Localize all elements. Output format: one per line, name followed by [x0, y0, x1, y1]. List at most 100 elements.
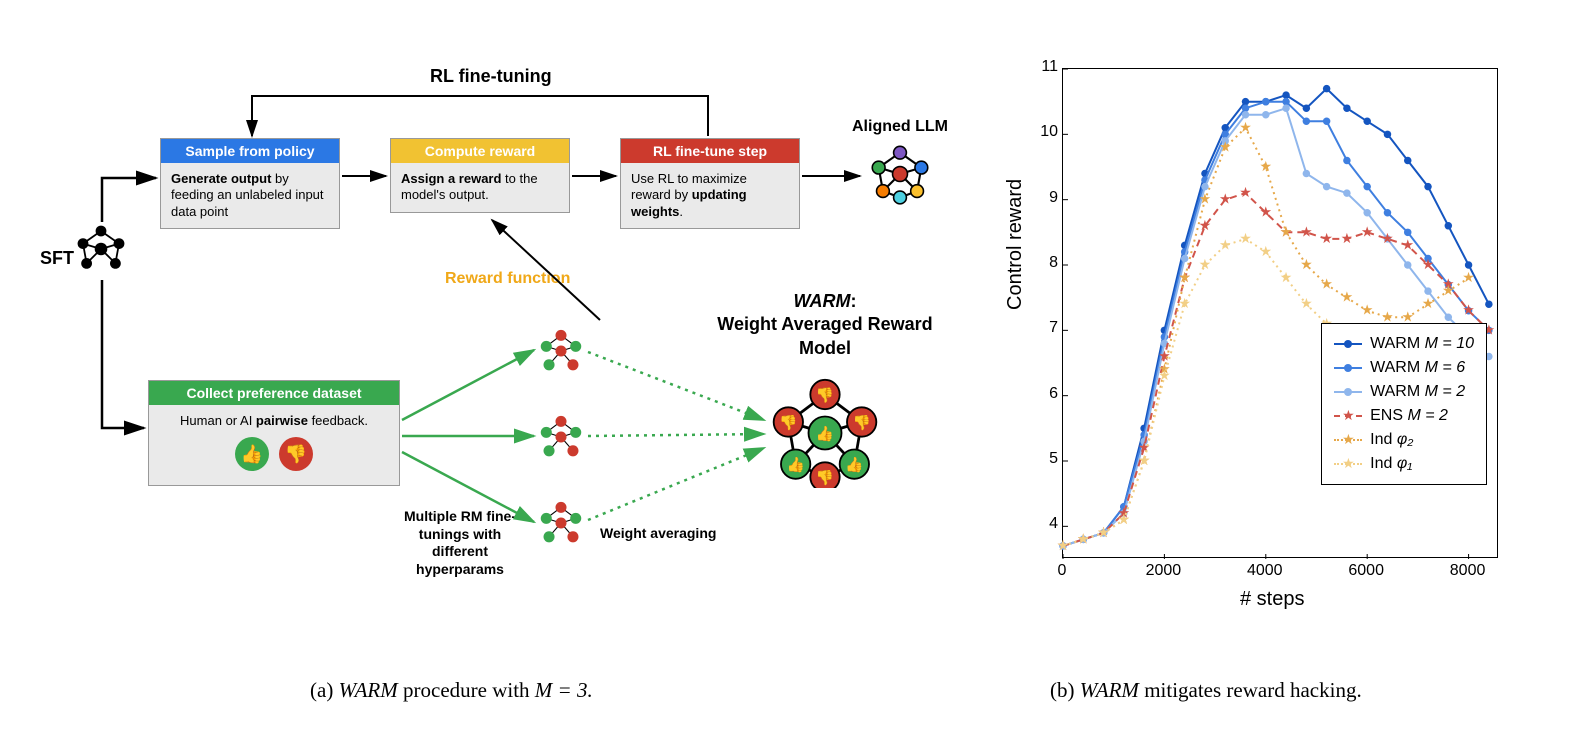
aligned-llm-label: Aligned LLM	[852, 118, 948, 136]
ytick-label: 4	[1034, 515, 1058, 533]
ytick-label: 10	[1034, 123, 1058, 141]
svg-text:★: ★	[1422, 295, 1435, 311]
svg-text:★: ★	[1118, 511, 1131, 527]
rl-finetuning-label: RL fine-tuning	[430, 66, 552, 87]
svg-text:★: ★	[1280, 223, 1293, 239]
legend-row: WARM M = 10	[1334, 332, 1474, 356]
svg-text:👎: 👎	[853, 415, 871, 432]
xtick-label: 6000	[1341, 562, 1391, 580]
svg-text:★: ★	[1341, 230, 1354, 246]
svg-text:👍: 👍	[787, 456, 805, 474]
warm-network-icon: 👎 👎 👎 👍 👍 👍 👎	[770, 378, 880, 488]
multiple-rm-label: Multiple RM fine-tunings with different …	[390, 508, 530, 578]
ytick-label: 9	[1034, 189, 1058, 207]
reward-function-label: Reward function	[445, 270, 570, 288]
chart-svg: ★★★★★★★★★★★★★★★★★★★★★★★★★★★★★★★★★★★★★★★★…	[1063, 69, 1499, 559]
svg-text:★: ★	[1077, 530, 1090, 546]
svg-text:👍: 👍	[845, 456, 863, 474]
chart-frame: ★★★★★★★★★★★★★★★★★★★★★★★★★★★★★★★★★★★★★★★★…	[1062, 68, 1498, 558]
svg-text:★: ★	[1341, 289, 1354, 305]
sample-from-policy-box: Sample from policy Generate output by fe…	[160, 138, 340, 229]
svg-text:★: ★	[1300, 223, 1313, 239]
ytick-label: 5	[1034, 450, 1058, 468]
sft-label: SFT	[40, 248, 74, 269]
svg-text:★: ★	[1178, 269, 1191, 285]
aligned-llm-network-icon	[868, 142, 932, 206]
svg-text:★: ★	[1320, 276, 1333, 292]
ytick-label: 6	[1034, 385, 1058, 403]
svg-text:★: ★	[1260, 243, 1273, 259]
legend-row: ★Ind φ₂	[1334, 428, 1474, 452]
svg-text:★: ★	[1158, 367, 1171, 383]
sample-box-title: Sample from policy	[161, 139, 339, 163]
svg-text:★: ★	[1097, 524, 1110, 540]
thumbs-down-icon: 👎	[279, 437, 313, 471]
rm-network-icon-3	[538, 500, 584, 546]
chart-legend: WARM M = 10WARM M = 6WARM M = 2★ENS M = …	[1321, 323, 1487, 485]
svg-text:★: ★	[1178, 295, 1191, 311]
svg-text:★: ★	[1442, 282, 1455, 298]
pref-box-body: Human or AI pairwise feedback. 👍 👎	[149, 405, 399, 485]
caption-a: (a) WARM procedure with M = 3.	[310, 678, 593, 703]
svg-text:★: ★	[1219, 236, 1232, 252]
ytick-label: 7	[1034, 319, 1058, 337]
svg-text:★: ★	[1462, 269, 1475, 285]
warm-title: WARM:Weight Averaged Reward Model	[710, 290, 940, 360]
svg-text:★: ★	[1280, 269, 1293, 285]
xtick-label: 4000	[1240, 562, 1290, 580]
weight-averaging-label: Weight averaging	[600, 525, 716, 541]
rl-step-box: RL fine-tune step Use RL to maximize rew…	[620, 138, 800, 229]
svg-text:★: ★	[1401, 236, 1414, 252]
svg-text:★: ★	[1239, 184, 1252, 200]
svg-text:👎: 👎	[816, 470, 834, 487]
legend-row: ★Ind φ₁	[1334, 452, 1474, 476]
svg-text:★: ★	[1239, 119, 1252, 135]
svg-text:★: ★	[1401, 308, 1414, 324]
chart-xlabel: # steps	[1240, 588, 1304, 611]
ytick-label: 8	[1034, 254, 1058, 272]
svg-text:★: ★	[1199, 217, 1212, 233]
thumbs-up-icon: 👍	[235, 437, 269, 471]
svg-text:★: ★	[1057, 537, 1070, 553]
reward-box-title: Compute reward	[391, 139, 569, 163]
caption-b: (b) WARM mitigates reward hacking.	[1050, 678, 1362, 703]
svg-text:★: ★	[1381, 230, 1394, 246]
chart-panel: Control reward # steps ★ ★ ★ ★ ★ ★ ★ ★ ★ ★ ★ ★ ★ ★ ★ ★ ★…	[1000, 60, 1520, 620]
svg-text:★: ★	[1219, 191, 1232, 207]
svg-text:★: ★	[1219, 138, 1232, 154]
xtick-label: 0	[1037, 562, 1087, 580]
svg-text:★: ★	[1361, 302, 1374, 318]
xtick-label: 2000	[1138, 562, 1188, 580]
legend-row: WARM M = 2	[1334, 380, 1474, 404]
svg-text:★: ★	[1260, 204, 1273, 220]
reward-box-body: Assign a reward to the model's output.	[391, 163, 569, 212]
svg-text:★: ★	[1199, 191, 1212, 207]
xtick-label: 8000	[1443, 562, 1493, 580]
svg-text:★: ★	[1422, 256, 1435, 272]
svg-text:★: ★	[1361, 223, 1374, 239]
collect-preference-box: Collect preference dataset Human or AI p…	[148, 380, 400, 486]
svg-text:★: ★	[1462, 302, 1475, 318]
rm-network-icon-1	[538, 328, 584, 374]
svg-text:★: ★	[1199, 256, 1212, 272]
svg-text:★: ★	[1320, 230, 1333, 246]
chart-ylabel: Control reward	[1004, 179, 1027, 310]
pref-box-title: Collect preference dataset	[149, 381, 399, 405]
svg-text:👍: 👍	[816, 425, 834, 443]
sft-network-icon	[74, 222, 128, 276]
svg-text:★: ★	[1300, 256, 1313, 272]
svg-text:👎: 👎	[779, 415, 797, 432]
compute-reward-box: Compute reward Assign a reward to the mo…	[390, 138, 570, 213]
step-box-body: Use RL to maximize reward by updating we…	[621, 163, 799, 228]
legend-row: ★ENS M = 2	[1334, 404, 1474, 428]
diagram-panel: RL fine-tuning SFT Aligned LLM	[40, 60, 980, 620]
svg-text:★: ★	[1260, 158, 1273, 174]
step-box-title: RL fine-tune step	[621, 139, 799, 163]
svg-text:👎: 👎	[816, 387, 834, 404]
ytick-label: 11	[1034, 58, 1058, 76]
svg-text:★: ★	[1381, 308, 1394, 324]
legend-row: WARM M = 6	[1334, 356, 1474, 380]
svg-text:★: ★	[1239, 230, 1252, 246]
svg-text:★: ★	[1138, 452, 1151, 468]
sample-box-body: Generate output by feeding an unlabeled …	[161, 163, 339, 228]
